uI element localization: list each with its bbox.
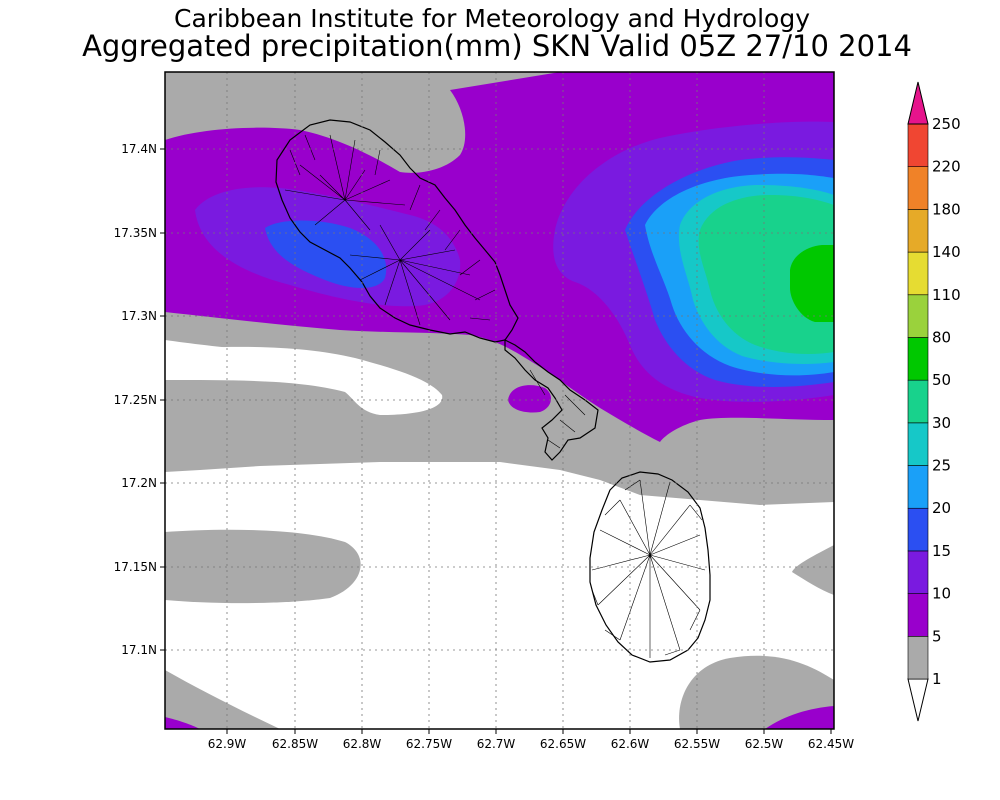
colorbar-arrow-high bbox=[907, 81, 929, 125]
lat-tick-label: 17.15N bbox=[114, 560, 157, 574]
colorbar-box bbox=[907, 123, 929, 167]
colorbar-box bbox=[907, 209, 929, 253]
precip-band-5-10-bottom-right bbox=[765, 706, 834, 729]
colorbar-box bbox=[907, 507, 929, 552]
lat-tick-label: 17.35N bbox=[114, 226, 157, 240]
colorbar-level-label: 80 bbox=[932, 328, 951, 346]
precip-band-1-5-right bbox=[792, 545, 834, 595]
no-precip-band bbox=[165, 346, 443, 415]
lon-tick-label: 62.75W bbox=[406, 737, 452, 751]
lon-tick-label: 62.6W bbox=[611, 737, 650, 751]
lon-tick-label: 62.9W bbox=[208, 737, 247, 751]
map-subtitle: Aggregated precipitation(mm) SKN Valid 0… bbox=[82, 29, 912, 63]
colorbar-level-label: 30 bbox=[932, 414, 951, 432]
precip-blob-5-10 bbox=[508, 385, 552, 413]
precip-band-50-80 bbox=[790, 245, 834, 322]
lon-tick-label: 62.5W bbox=[745, 737, 784, 751]
colorbar-level-label: 25 bbox=[932, 457, 951, 475]
precip-band-15-20 bbox=[265, 220, 387, 288]
colorbar-level-label: 10 bbox=[932, 585, 951, 603]
lat-tick-label: 17.1N bbox=[121, 643, 157, 657]
colorbar-level-label: 250 bbox=[932, 115, 961, 133]
precip-band-30-50 bbox=[698, 195, 834, 354]
precip-band-5-10-bottom-left bbox=[165, 717, 200, 729]
river-network bbox=[284, 134, 706, 658]
lat-tick-label: 17.3N bbox=[121, 309, 157, 323]
lon-tick-label: 62.7W bbox=[477, 737, 516, 751]
colorbar-box bbox=[907, 166, 929, 210]
colorbar-box bbox=[907, 593, 929, 637]
colorbar-box bbox=[907, 294, 929, 338]
colorbar-arrow-low bbox=[907, 678, 929, 722]
lat-tick-label: 17.4N bbox=[121, 142, 157, 156]
colorbar-level-label: 1 bbox=[932, 670, 942, 688]
map-title: Caribbean Institute for Meteorology and … bbox=[174, 4, 810, 33]
precip-band-1-5-bottom-left bbox=[165, 670, 280, 729]
no-precip-pocket bbox=[165, 335, 420, 392]
lon-tick-label: 62.65W bbox=[540, 737, 586, 751]
colorbar-box bbox=[907, 251, 929, 296]
precipitation-field bbox=[165, 72, 834, 729]
lon-tick-label: 62.8W bbox=[343, 737, 382, 751]
colorbar-box bbox=[907, 337, 929, 381]
axis-ticks bbox=[160, 148, 832, 734]
lat-tick-label: 17.2N bbox=[121, 476, 157, 490]
colorbar-level-label: 140 bbox=[932, 243, 961, 261]
colorbar-level-label: 50 bbox=[932, 371, 951, 389]
st-kitts-outline bbox=[275, 119, 519, 343]
precip-band-1-5-left bbox=[165, 529, 361, 604]
colorbar-box bbox=[907, 379, 929, 424]
colorbar-box bbox=[907, 465, 929, 509]
southeast-peninsula-outline bbox=[504, 339, 599, 461]
colorbar-level-label: 15 bbox=[932, 542, 951, 560]
lat-tick-label: 17.25N bbox=[114, 393, 157, 407]
lon-tick-label: 62.45W bbox=[808, 737, 854, 751]
lon-tick-label: 62.55W bbox=[674, 737, 720, 751]
colorbar-level-label: 220 bbox=[932, 158, 961, 176]
gridlines bbox=[165, 72, 834, 729]
nevis-outline bbox=[589, 471, 711, 663]
island-outlines bbox=[275, 119, 711, 663]
colorbar-box bbox=[907, 636, 929, 680]
colorbar-level-label: 5 bbox=[932, 627, 942, 645]
colorbar-box bbox=[907, 550, 929, 594]
y-axis-labels: 17.4N 17.35N 17.3N 17.25N 17.2N 17.15N 1… bbox=[114, 142, 157, 657]
colorbar-level-label: 180 bbox=[932, 200, 961, 218]
colorbar-box bbox=[907, 422, 929, 466]
precip-band-1-5-bottom-right bbox=[679, 655, 834, 729]
lon-tick-label: 62.85W bbox=[272, 737, 318, 751]
x-axis-labels: 62.9W 62.85W 62.8W 62.75W 62.7W 62.65W 6… bbox=[208, 737, 855, 751]
colorbar-level-label: 20 bbox=[932, 499, 951, 517]
colorbar-level-label: 110 bbox=[932, 286, 961, 304]
